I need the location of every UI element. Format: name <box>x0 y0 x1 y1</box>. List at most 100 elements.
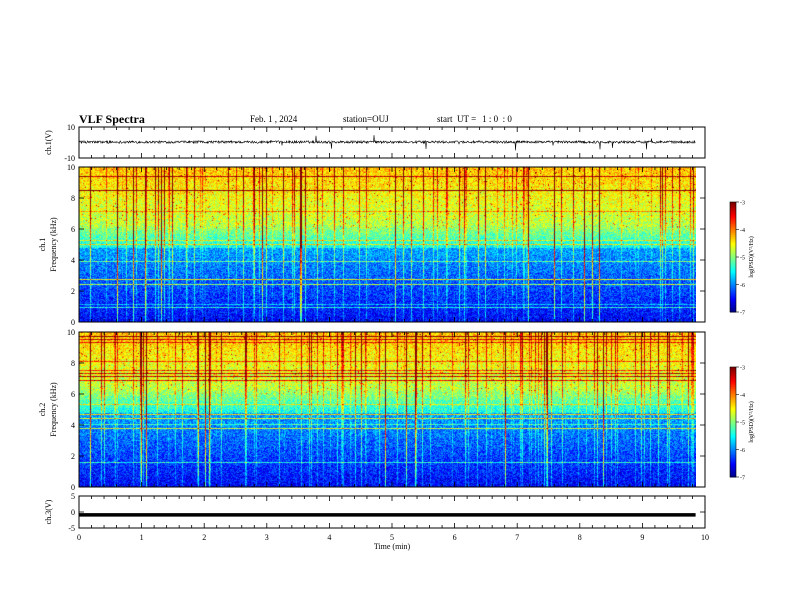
ch2-spec-colorbar-segment <box>730 427 736 430</box>
ch2-spec-colorbar-segment <box>730 447 736 450</box>
ch1-spec-colorbar-segment <box>730 301 736 304</box>
ch2-spec-colorbar-segment <box>730 442 736 445</box>
ch1-spec-colorbar-segment <box>730 271 736 274</box>
ch1-spec-colorbar-segment <box>730 238 736 241</box>
ch2-spec-colorbar-segment <box>730 394 736 397</box>
ch1-spec-colorbar-segment <box>730 302 736 306</box>
ch2-spec-colorbar-segment <box>730 416 736 419</box>
ch1-wave-line <box>78 135 696 151</box>
ch2-spec-colorbar-segment <box>730 412 736 416</box>
station-info: station=OUJ <box>343 114 389 124</box>
ch2-spec-colorbar-segment <box>730 466 736 469</box>
ch1-spec-colorbar-segment <box>730 257 736 260</box>
ch1-spec-colorbar-segment <box>730 288 736 291</box>
ch2-spec-colorbar-tick-label: -6 <box>740 448 745 454</box>
start-label: start UT = <box>437 114 477 124</box>
ch1-spec-colorbar-segment <box>730 209 736 212</box>
figure-title: VLF Spectra <box>79 112 145 126</box>
ch3-wave-ytick-label: -5 <box>68 524 75 533</box>
ch1-spec-ytick-label: 6 <box>71 225 75 234</box>
ch2-spec-colorbar-label: log(PSD)(V²/Hz) <box>748 401 755 442</box>
time-tick-label: 5 <box>390 533 394 542</box>
ch1-spec-colorbar-segment <box>730 231 736 234</box>
ch1-spec-colorbar-tick-label: -6 <box>740 283 745 289</box>
ch1-spec-colorbar-tick-label: -3 <box>740 201 745 207</box>
ch1-colorbar: -3 -4 -5 -6 -7 log(PSD)(V²/Hz) <box>729 201 755 317</box>
ch2-spec-ytick-label: 6 <box>71 390 75 399</box>
ch3-waveform-panel: 5 0 -5 ch.3(V) <box>44 492 706 533</box>
ch2-spec-colorbar-segment <box>730 438 736 441</box>
ch1-spec-colorbar-segment <box>730 203 736 207</box>
ch1-spec-colorbar-tick-label: -4 <box>740 228 745 234</box>
ch1-spec-image <box>79 167 696 322</box>
ch1-spec-colorbar-segment <box>730 279 736 282</box>
ch1-spec-colorbar-segment <box>730 216 736 219</box>
ch1-spec-colorbar-segment <box>730 310 736 313</box>
ch1-spectrogram-panel: 0 2 4 6 8 10 ch.1 Frequency (kHz) <box>38 163 706 327</box>
ch2-spec-colorbar-segment <box>730 464 736 467</box>
ch1-spec-colorbar-segment <box>730 268 736 271</box>
ch1-spec-colorbar-segment <box>730 249 736 252</box>
ch1-spec-colorbar-segment <box>730 214 736 218</box>
ch2-spec-colorbar-segment <box>730 449 736 452</box>
ch1-spec-ylabel-channel: ch.1 <box>38 238 47 252</box>
ch2-spec-colorbar-tick-label: -5 <box>740 421 745 427</box>
time-tick-label: 6 <box>453 533 457 542</box>
ch1-spec-colorbar-segment <box>730 242 736 245</box>
ch1-spec-colorbar-segment <box>730 262 736 265</box>
ch2-spec-colorbar-segment <box>730 374 736 377</box>
ch1-spec-ytick-label: 2 <box>71 287 75 296</box>
ch2-spec-colorbar-segment <box>730 423 736 427</box>
time-tick-label: 1 <box>140 533 144 542</box>
time-tick-label: 7 <box>515 533 519 542</box>
ch2-spec-colorbar-segment <box>730 409 736 412</box>
ch2-spec-colorbar-segment <box>730 458 736 461</box>
ch1-spec-colorbar-segment <box>730 293 736 296</box>
ch1-spec-colorbar-segment <box>730 258 736 262</box>
time-tick-label: 9 <box>640 533 644 542</box>
ch2-spec-colorbar-segment <box>730 403 736 406</box>
ch1-spec-colorbar-tick-label: -7 <box>740 311 745 317</box>
ch1-spec-colorbar-segment <box>730 236 736 240</box>
time-axis-label: Time (min) <box>374 542 411 551</box>
ch3-wave-ylabel: ch.3(V) <box>44 499 53 524</box>
ch1-spec-colorbar-segment <box>730 251 736 254</box>
ch1-spec-colorbar-segment <box>730 227 736 230</box>
ch2-spec-colorbar-segment <box>730 473 736 476</box>
ch2-spec-colorbar-tick-label: -3 <box>740 366 745 372</box>
ch1-spec-colorbar-tick-label: -5 <box>740 256 745 262</box>
ch1-spec-colorbar-segment <box>730 207 736 210</box>
ch2-spec-colorbar-segment <box>730 455 736 458</box>
ch2-spec-colorbar-tick-label: -7 <box>740 476 745 482</box>
time-tick-label: 10 <box>701 533 709 542</box>
ch2-spec-colorbar-segment <box>730 389 736 392</box>
ch1-spec-colorbar-segment <box>730 247 736 251</box>
ch2-spec-colorbar-segment <box>730 418 736 421</box>
station-label: station= <box>343 114 373 124</box>
ch2-spec-colorbar-segment <box>730 422 736 425</box>
ch1-spec-colorbar-segment <box>730 282 736 285</box>
ch2-spec-colorbar-segment <box>730 383 736 386</box>
ch1-spec-colorbar-label: log(PSD)(V²/Hz) <box>748 236 755 277</box>
ch1-spec-colorbar-segment <box>730 244 736 247</box>
ch2-spec-ytick-label: 0 <box>71 483 75 492</box>
start-time-value: 1 : 0 : 0 <box>482 114 512 124</box>
ch1-spec-colorbar-segment <box>730 286 736 289</box>
ch2-spec-colorbar-segment <box>730 400 736 403</box>
ch1-spec-colorbar-segment <box>730 290 736 293</box>
ch2-spec-ytick-label: 2 <box>71 452 75 461</box>
time-tick-label: 4 <box>327 533 331 542</box>
ch2-spec-ylabel-freq: Frequency (kHz) <box>49 382 58 437</box>
ch1-spec-colorbar-segment <box>730 225 736 229</box>
ch1-spec-colorbar-segment <box>730 233 736 236</box>
ch2-spec-colorbar-segment <box>730 405 736 408</box>
ch2-spec-colorbar-segment <box>730 475 736 478</box>
time-tick-label: 3 <box>265 533 269 542</box>
ch2-spec-colorbar-segment <box>730 407 736 410</box>
ch1-spec-colorbar-segment <box>730 211 736 214</box>
ch2-spec-colorbar-segment <box>730 451 736 454</box>
ch1-wave-ytick-label: 10 <box>67 123 75 132</box>
ch2-spec-colorbar-tick-label: -4 <box>740 393 745 399</box>
ch1-spec-colorbar-segment <box>730 275 736 278</box>
ch2-spec-ytick-label: 10 <box>67 328 75 337</box>
